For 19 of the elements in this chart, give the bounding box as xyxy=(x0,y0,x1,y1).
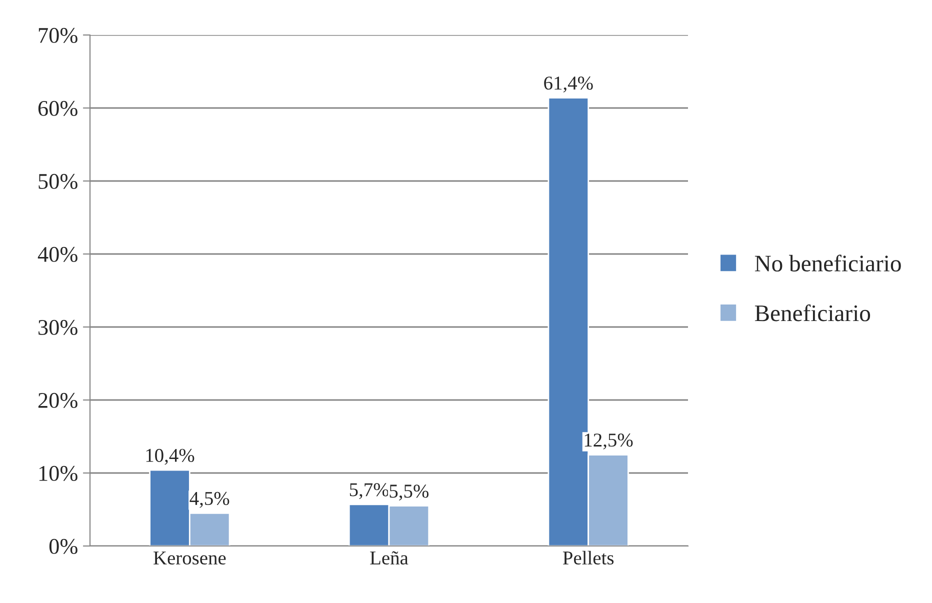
y-tick-label: 50% xyxy=(38,174,78,189)
x-tick-label: Leña xyxy=(370,551,408,565)
y-tick-label: 60% xyxy=(38,100,78,116)
y-tick-label: 10% xyxy=(39,466,78,481)
data-label: 61,4% xyxy=(544,76,593,92)
x-tick-label: Pellets xyxy=(562,550,614,565)
y-tick-label: 40% xyxy=(38,246,78,262)
data-label: 5,7% xyxy=(350,483,389,500)
data-label: 4,5% xyxy=(190,492,230,508)
y-tick-label: 0% xyxy=(49,538,78,554)
y-tick-label: 30% xyxy=(38,320,78,335)
legend-label: No beneficiario xyxy=(754,254,901,272)
y-tick-label: 70% xyxy=(38,28,78,43)
legend-label: Beneficiario xyxy=(754,304,870,322)
x-tick-label: Kerosene xyxy=(154,552,226,565)
data-label: 5,5% xyxy=(390,484,429,501)
data-label: 12,5% xyxy=(584,434,633,450)
y-tick-label: 20% xyxy=(38,392,78,408)
data-label: 10,4% xyxy=(146,448,194,465)
